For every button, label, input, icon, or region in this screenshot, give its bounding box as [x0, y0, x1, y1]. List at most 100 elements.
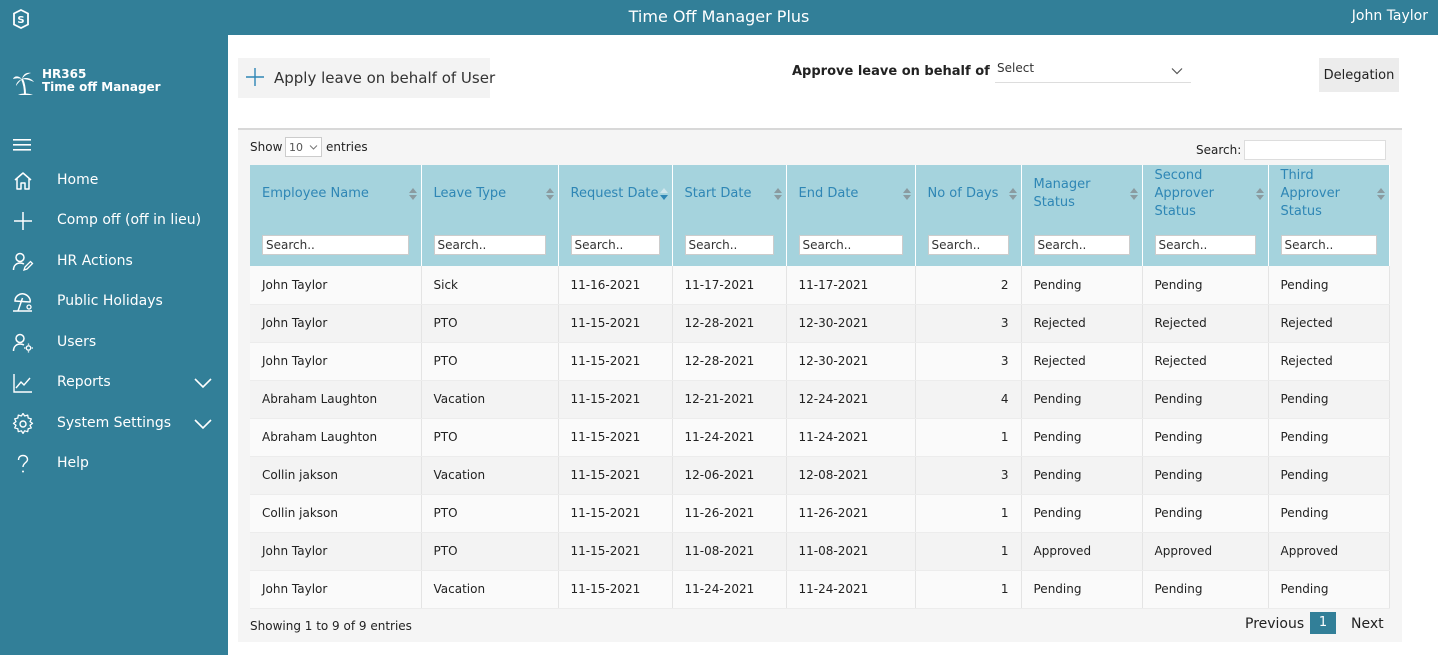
column-header-third-approver-status[interactable]: Third Approver Status — [1268, 165, 1390, 223]
cell-second-approver-status: Pending — [1142, 570, 1269, 609]
filter-input-start-date[interactable] — [684, 235, 774, 255]
column-header-label: Third Approver Status — [1280, 168, 1340, 219]
cell-third-approver-status: Pending — [1268, 380, 1390, 419]
filter-cell — [786, 223, 916, 266]
sidebar-item-reports[interactable]: Reports — [0, 362, 228, 402]
showing-entries-info: Showing 1 to 9 of 9 entries — [250, 619, 412, 633]
column-header-no-of-days[interactable]: No of Days — [915, 165, 1022, 223]
cell-third-approver-status: Pending — [1268, 456, 1390, 495]
filter-input-manager-status[interactable] — [1033, 235, 1130, 255]
cell-request-date: 11-15-2021 — [558, 456, 673, 495]
cell-start-date: 12-21-2021 — [672, 380, 787, 419]
apply-leave-button[interactable]: Apply leave on behalf of User — [238, 58, 495, 98]
table-row[interactable]: Collin jakson PTO 11-15-2021 11-26-2021 11-2… — [250, 494, 1390, 533]
filter-input-request-date[interactable] — [570, 235, 660, 255]
column-header-end-date[interactable]: End Date — [786, 165, 916, 223]
cell-employee-name: Collin jakson — [250, 456, 422, 495]
cell-start-date: 11-24-2021 — [672, 418, 787, 457]
approve-leave-label: Approve leave on behalf of manager — [792, 64, 993, 79]
cell-no-of-days: 3 — [915, 304, 1022, 343]
filter-input-employee-name[interactable] — [262, 235, 409, 255]
column-header-label: Request Date — [570, 186, 659, 201]
sidebar-item-public-holidays[interactable]: Public Holidays — [0, 281, 228, 321]
cell-start-date: 11-26-2021 — [672, 494, 787, 533]
cell-start-date: 12-28-2021 — [672, 342, 787, 381]
column-header-label: Leave Type — [433, 186, 507, 201]
sidebar-item-hr-actions[interactable]: HR Actions — [0, 241, 228, 281]
cell-request-date: 11-15-2021 — [558, 380, 673, 419]
apply-leave-label: Apply leave on behalf of User — [274, 69, 496, 87]
search-input[interactable] — [1244, 140, 1386, 160]
sort-icon — [408, 188, 417, 200]
cell-manager-status: Pending — [1021, 380, 1143, 419]
home-icon — [14, 172, 32, 190]
sort-icon — [1008, 188, 1017, 200]
sidebar-item-comp-off[interactable]: Comp off (off in lieu) — [0, 200, 228, 240]
sidebar-item-home[interactable]: Home — [0, 160, 228, 200]
filter-input-end-date[interactable] — [798, 235, 903, 255]
page-1-button[interactable]: 1 — [1310, 612, 1336, 634]
cell-second-approver-status: Approved — [1142, 532, 1269, 571]
cell-leave-type: PTO — [421, 494, 559, 533]
next-page-button[interactable]: Next — [1351, 616, 1384, 632]
column-header-request-date[interactable]: Request Date — [558, 165, 673, 223]
cell-leave-type: Vacation — [421, 570, 559, 609]
chevron-down-icon[interactable] — [194, 415, 212, 433]
sort-icon — [545, 188, 554, 200]
cell-manager-status: Pending — [1021, 266, 1143, 305]
cell-second-approver-status: Pending — [1142, 418, 1269, 457]
entries-per-page-select[interactable]: 10 — [285, 137, 322, 157]
manager-select[interactable]: Select — [995, 59, 1191, 83]
question-icon — [17, 454, 29, 473]
filter-input-third-approver-status[interactable] — [1280, 235, 1377, 255]
leave-requests-table: Employee Name Leave Type Request Date Start… — [250, 165, 1390, 609]
filter-cell — [915, 223, 1022, 266]
cell-no-of-days: 1 — [915, 532, 1022, 571]
main-content: Apply leave on behalf of User Approve le… — [228, 35, 1438, 655]
cell-request-date: 11-16-2021 — [558, 266, 673, 305]
user-gear-icon — [12, 333, 33, 353]
table-row[interactable]: John Taylor PTO 11-15-2021 11-08-2021 11-08-… — [250, 532, 1390, 571]
cell-leave-type: PTO — [421, 342, 559, 381]
previous-page-button[interactable]: Previous — [1245, 616, 1305, 632]
cell-no-of-days: 1 — [915, 494, 1022, 533]
cell-third-approver-status: Pending — [1268, 570, 1390, 609]
sidebar-item-label: Comp off (off in lieu) — [57, 212, 202, 228]
column-header-employee-name[interactable]: Employee Name — [250, 165, 422, 223]
chart-line-icon — [13, 374, 32, 393]
cell-end-date: 11-24-2021 — [786, 570, 916, 609]
cell-leave-type: PTO — [421, 532, 559, 571]
filter-input-no-of-days[interactable] — [927, 235, 1009, 255]
sidebar-item-help[interactable]: Help — [0, 443, 228, 483]
show-label: Show — [250, 140, 283, 154]
chevron-down-icon[interactable] — [194, 374, 212, 392]
table-row[interactable]: John Taylor Vacation 11-15-2021 11-24-2021 1… — [250, 570, 1390, 609]
sort-icon — [902, 188, 911, 200]
cell-end-date: 11-26-2021 — [786, 494, 916, 533]
column-header-second-approver-status[interactable]: Second Approver Status — [1142, 165, 1269, 223]
column-header-label: Manager Status — [1033, 177, 1091, 210]
delegation-button[interactable]: Delegation — [1319, 58, 1399, 92]
table-row[interactable]: Collin jakson Vacation 11-15-2021 12-06-202… — [250, 456, 1390, 495]
cell-second-approver-status: Rejected — [1142, 342, 1269, 381]
sidebar-item-users[interactable]: Users — [0, 322, 228, 362]
column-header-start-date[interactable]: Start Date — [672, 165, 787, 223]
filter-input-leave-type[interactable] — [433, 235, 546, 255]
filter-input-second-approver-status[interactable] — [1154, 235, 1256, 255]
column-header-manager-status[interactable]: Manager Status — [1021, 165, 1143, 223]
table-row[interactable]: Abraham Laughton PTO 11-15-2021 11-24-2021 1… — [250, 418, 1390, 457]
sidebar-item-system-settings[interactable]: System Settings — [0, 403, 228, 443]
hamburger-menu-icon[interactable] — [13, 138, 33, 152]
table-row[interactable]: Abraham Laughton Vacation 11-15-2021 12-21-… — [250, 380, 1390, 419]
cell-end-date: 11-17-2021 — [786, 266, 916, 305]
column-header-leave-type[interactable]: Leave Type — [421, 165, 559, 223]
table-row[interactable]: John Taylor Sick 11-16-2021 11-17-2021 11-17… — [250, 266, 1390, 305]
table-row[interactable]: John Taylor PTO 11-15-2021 12-28-2021 12-30-… — [250, 304, 1390, 343]
manager-select-value: Select — [997, 61, 1035, 75]
filter-cell — [1268, 223, 1390, 266]
leave-table-panel: Show 10 entries Search: Employee Name Lea… — [238, 128, 1402, 642]
table-row[interactable]: John Taylor PTO 11-15-2021 12-28-2021 12-30-… — [250, 342, 1390, 381]
user-name[interactable]: John Taylor — [1351, 8, 1428, 24]
app-logo-icon[interactable]: S — [11, 9, 31, 29]
cell-second-approver-status: Pending — [1142, 456, 1269, 495]
